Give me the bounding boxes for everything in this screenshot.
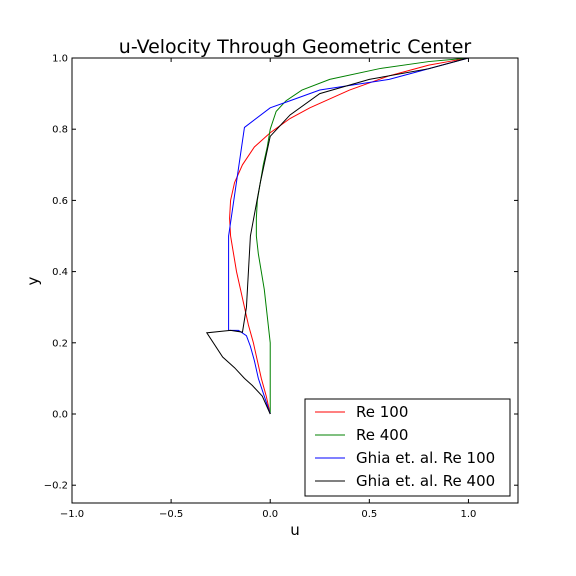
legend-label: Ghia et. al. Re 400 [356, 472, 495, 490]
y-tick-label: 0.2 [52, 338, 68, 349]
chart-title: u-Velocity Through Geometric Center [119, 36, 472, 58]
legend-label: Re 100 [356, 403, 408, 421]
series-line-3 [205, 57, 469, 415]
series-line-2 [228, 57, 469, 415]
series-line-0 [229, 57, 469, 415]
ticks-layer: −1.0 −0.5 0.0 0.5 1.0 −0.2 0.0 0.2 0.4 0.6 0.8 1.0 [44, 54, 518, 520]
legend-entry-re100: Re 100 [315, 403, 408, 421]
x-axis-label: u [290, 521, 300, 539]
series-layer [205, 57, 469, 415]
legend: Re 100 Re 400 Ghia et. al. Re 100 Ghia e… [304, 398, 511, 497]
y-tick-label: 0.8 [52, 125, 68, 136]
series-line-1 [255, 57, 469, 414]
y-tick-label: 1.0 [52, 54, 68, 65]
y-tick-label: 0.4 [52, 267, 68, 278]
legend-entry-ghia-re100: Ghia et. al. Re 100 [315, 449, 495, 467]
y-axis-label: y [24, 276, 42, 285]
legend-entry-re400: Re 400 [315, 426, 408, 444]
legend-frame [304, 398, 511, 497]
y-tick-label: 0.0 [52, 410, 68, 421]
y-tick-label: −0.2 [44, 481, 68, 492]
x-tick-label: −1.0 [60, 509, 84, 520]
legend-label: Re 400 [356, 426, 408, 444]
y-tick-label: 0.6 [52, 196, 68, 207]
x-tick-label: 0.0 [262, 509, 278, 520]
plot-frame [71, 57, 519, 504]
x-tick-label: −0.5 [159, 509, 183, 520]
legend-label: Ghia et. al. Re 100 [356, 449, 495, 467]
x-tick-label: 0.5 [361, 509, 377, 520]
legend-entry-ghia-re400: Ghia et. al. Re 400 [315, 472, 495, 490]
x-tick-label: 1.0 [460, 509, 476, 520]
